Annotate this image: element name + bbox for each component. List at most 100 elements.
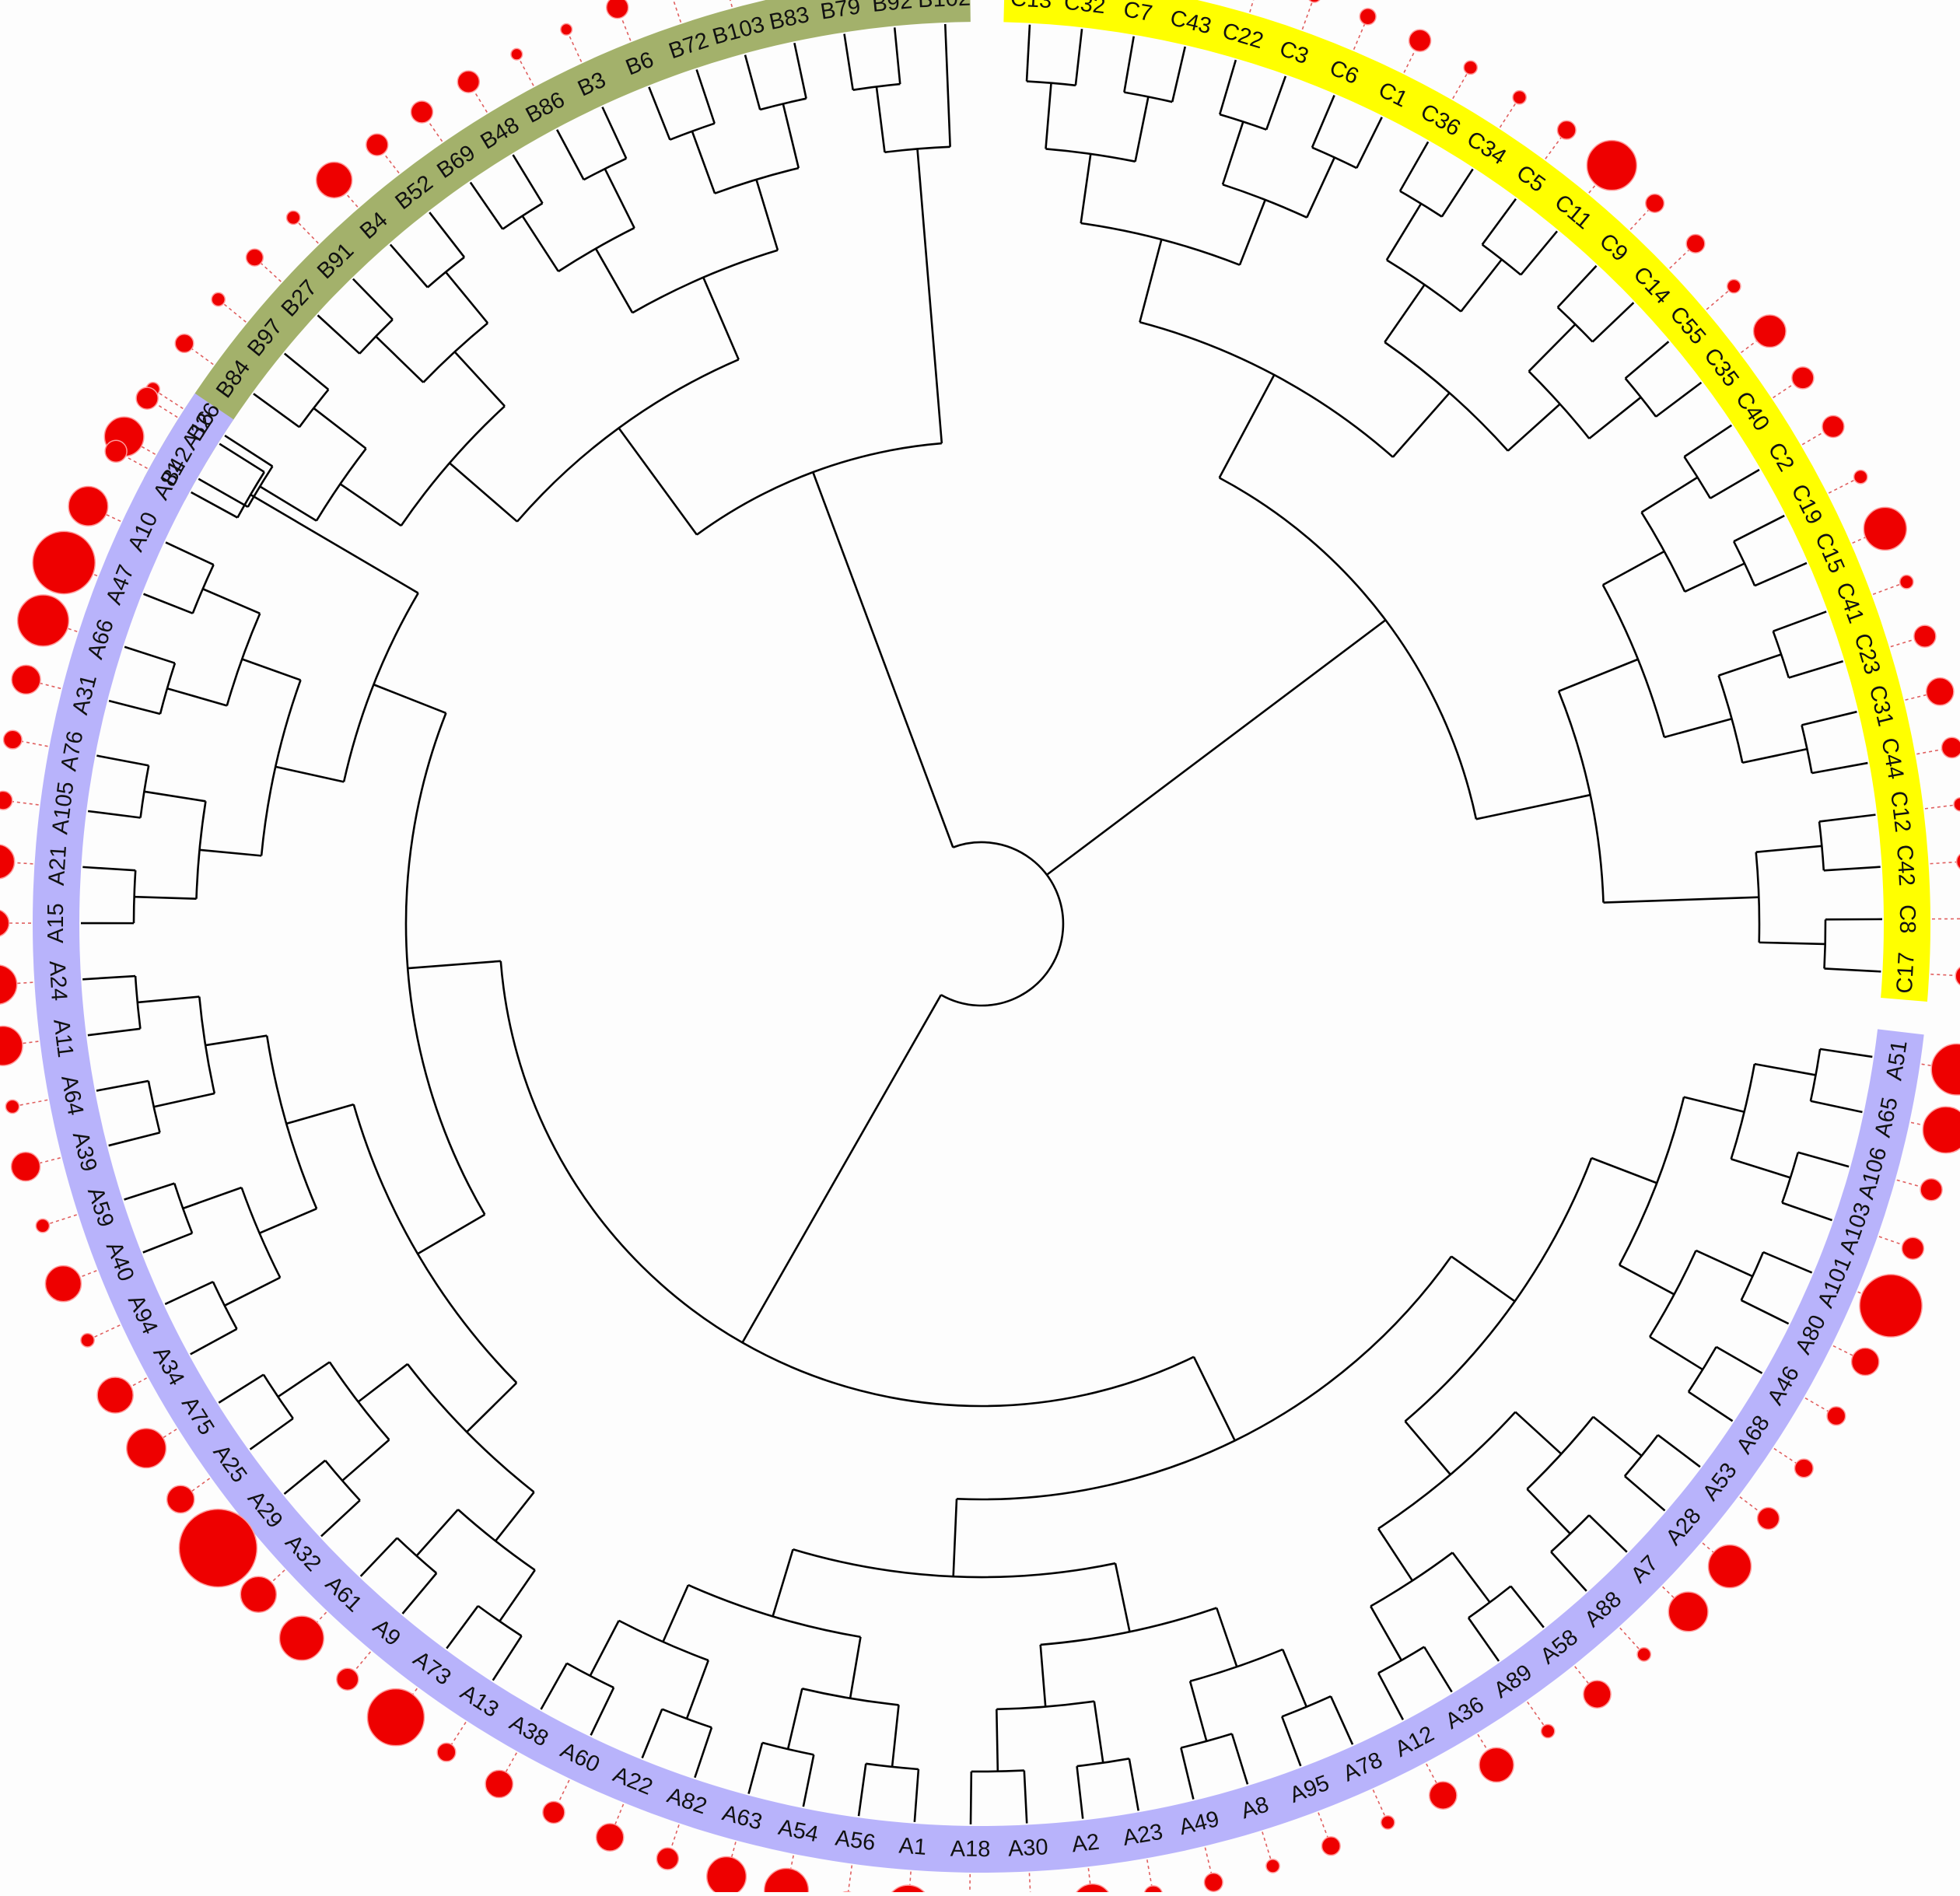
branch-segment bbox=[803, 1754, 814, 1807]
branch-segment bbox=[1045, 83, 1051, 149]
branch-segment bbox=[1220, 60, 1236, 114]
branch-segment bbox=[88, 811, 140, 818]
branch-segment bbox=[144, 792, 205, 801]
branch-segment bbox=[275, 767, 344, 782]
bubble-c15 bbox=[1864, 507, 1906, 550]
bubble-c14 bbox=[1686, 235, 1705, 254]
branch-segment bbox=[1558, 266, 1597, 307]
branch-segment bbox=[1559, 659, 1638, 691]
bubble-c42 bbox=[1957, 852, 1960, 871]
bubble-a28 bbox=[1708, 1545, 1751, 1588]
branch-segment bbox=[697, 69, 715, 123]
branch-segment bbox=[1356, 117, 1381, 168]
bubble-a21 bbox=[0, 845, 15, 879]
branch-segment bbox=[495, 1492, 534, 1541]
branch-segment bbox=[1136, 96, 1149, 161]
leader-a18 bbox=[970, 1874, 971, 1892]
branch-segment bbox=[1283, 1649, 1307, 1707]
branch-segment bbox=[143, 1233, 192, 1253]
bubble-a39 bbox=[12, 1153, 40, 1181]
bubble-c44 bbox=[1941, 737, 1960, 757]
branch-segment bbox=[663, 1585, 688, 1642]
leaf-label-a11: A11 bbox=[48, 1018, 78, 1059]
bubble-c5 bbox=[1557, 121, 1576, 139]
leader-c22 bbox=[1250, 0, 1259, 12]
branch-segment bbox=[1756, 846, 1822, 852]
branch-segment bbox=[1510, 1586, 1543, 1628]
branch-segment bbox=[695, 1727, 712, 1777]
branch-segment bbox=[225, 1278, 280, 1306]
branch-segment bbox=[859, 1764, 866, 1816]
branch-segment bbox=[1076, 29, 1082, 86]
branch-segment bbox=[1232, 1733, 1248, 1784]
root-branch-a bbox=[743, 995, 941, 1342]
bubble-b27 bbox=[247, 249, 264, 266]
branch-segment bbox=[317, 315, 359, 353]
branch-segment bbox=[219, 444, 264, 472]
bubble-a68 bbox=[1794, 1459, 1813, 1478]
branch-segment bbox=[1124, 37, 1133, 93]
bubble-a49 bbox=[1204, 1873, 1223, 1892]
branch-segment bbox=[1731, 1159, 1790, 1177]
branch-segment bbox=[1266, 76, 1286, 130]
bubble-b86 bbox=[511, 48, 523, 60]
bubble-c11 bbox=[1587, 141, 1636, 191]
bubble-c1 bbox=[1409, 30, 1431, 51]
branch-segment bbox=[1619, 1265, 1675, 1295]
branch-segment bbox=[1223, 121, 1243, 184]
bubble-a101 bbox=[1860, 1275, 1922, 1337]
bubble-a106 bbox=[1920, 1179, 1942, 1201]
root-branch-b bbox=[813, 472, 953, 848]
branch-segment bbox=[1129, 1758, 1139, 1810]
branch-segment bbox=[1551, 1552, 1587, 1591]
branch-segment bbox=[166, 542, 214, 565]
bubble-b52 bbox=[366, 134, 388, 156]
branch-segment bbox=[1685, 425, 1732, 457]
bubble-a15 bbox=[0, 909, 9, 936]
leader-b103 bbox=[723, 0, 732, 7]
branch-segment bbox=[1307, 157, 1335, 217]
branch-segment bbox=[286, 1104, 353, 1124]
branch-segment bbox=[954, 1499, 957, 1576]
branch-segment bbox=[242, 659, 300, 680]
branch-segment bbox=[687, 1660, 709, 1719]
bubble-c23 bbox=[1914, 625, 1936, 647]
branch-segment bbox=[1024, 1771, 1027, 1824]
branch-segment bbox=[417, 1509, 458, 1556]
branch-segment bbox=[1077, 1766, 1083, 1819]
branch-segment bbox=[353, 279, 393, 320]
branch-segment bbox=[1717, 1347, 1762, 1373]
branch-segment bbox=[199, 850, 261, 856]
branch-segment bbox=[1798, 1153, 1849, 1167]
branch-segment bbox=[1589, 397, 1640, 439]
branch-segment bbox=[1812, 763, 1868, 773]
bubble-a29 bbox=[179, 1509, 257, 1587]
bubble-a73 bbox=[367, 1689, 424, 1746]
branch-segment bbox=[745, 55, 760, 110]
branch-segment bbox=[513, 155, 543, 203]
branch-segment bbox=[703, 278, 738, 360]
branch-segment bbox=[1734, 516, 1784, 541]
branch-segment bbox=[342, 1439, 389, 1481]
branch-segment bbox=[649, 87, 670, 140]
branch-segment bbox=[165, 1282, 213, 1304]
bubble-a76 bbox=[4, 730, 23, 749]
bubble-c41 bbox=[1900, 575, 1913, 589]
bubble-b48 bbox=[457, 71, 479, 93]
bubble-a105 bbox=[0, 791, 12, 810]
branch-segment bbox=[1172, 47, 1185, 102]
branch-segment bbox=[1081, 154, 1091, 223]
bubble-a24 bbox=[0, 965, 17, 1005]
bubble-a10 bbox=[68, 487, 108, 526]
branch-segment bbox=[408, 961, 501, 968]
branch-segment bbox=[1664, 719, 1732, 737]
branch-segment bbox=[144, 594, 193, 614]
clade-band-b bbox=[144, 0, 971, 500]
branch-segment bbox=[285, 1460, 326, 1494]
bubble-b6 bbox=[607, 0, 628, 19]
branch-segment bbox=[749, 1743, 763, 1794]
branch-segment bbox=[1216, 1608, 1237, 1667]
branch-segment bbox=[1589, 1515, 1627, 1551]
bubble-a47 bbox=[33, 531, 95, 593]
branch-segment bbox=[376, 337, 423, 383]
